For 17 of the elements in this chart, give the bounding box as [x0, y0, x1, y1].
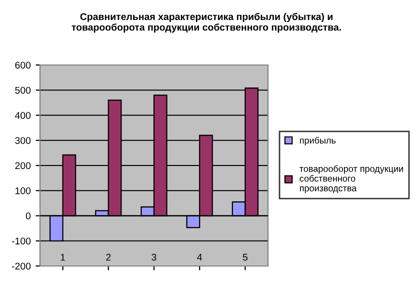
- y-tick-label: 0: [26, 212, 31, 220]
- y-tick-label: 600: [15, 62, 31, 69]
- y-tick-label: -200: [12, 262, 31, 270]
- x-tick-label: 2: [106, 254, 111, 261]
- x-tick-label: 5: [242, 254, 248, 261]
- y-tick-label: 400: [14, 112, 31, 119]
- x-tick-label: 1: [60, 254, 66, 261]
- x-tick-label: 3: [152, 254, 156, 261]
- y-tick-label: 100: [15, 187, 31, 194]
- legend-label: прибыль: [300, 136, 336, 146]
- x-tick-label: 4: [197, 254, 202, 261]
- legend-label: товарооборот продукции собственного производства: [300, 165, 403, 194]
- y-tick-label: -100: [12, 238, 31, 244]
- y-tick-label: 200: [15, 162, 31, 170]
- chart-title: Сравнительная характеристика прибыли (убытка) и товарооборота продукции собственного производства.: [72, 12, 341, 33]
- y-tick-label: 300: [15, 137, 31, 144]
- y-tick-label: 500: [15, 86, 31, 94]
